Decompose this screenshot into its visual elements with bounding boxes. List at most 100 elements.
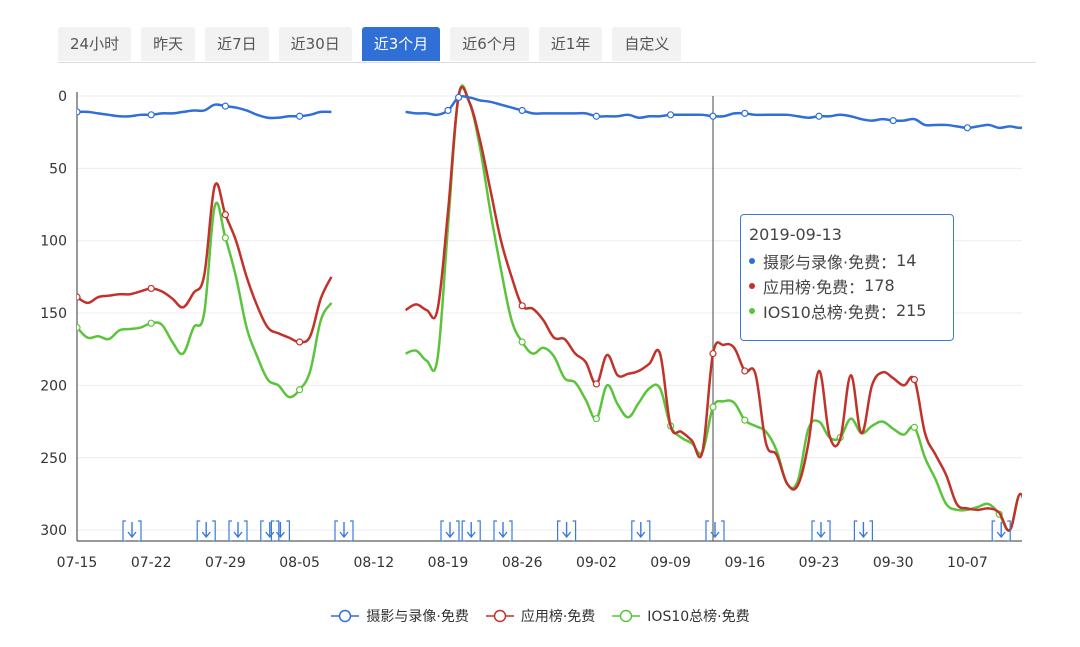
version-update-arrow-icon[interactable] [557, 520, 577, 542]
legend-line-circle-icon [612, 609, 641, 623]
data-point-marker[interactable] [296, 112, 304, 120]
data-point-marker[interactable] [455, 93, 463, 102]
data-point-marker[interactable] [147, 319, 155, 327]
data-point-marker[interactable] [296, 386, 304, 394]
x-tick-label: 08-05 [279, 555, 320, 571]
data-point-marker[interactable] [910, 376, 919, 384]
version-update-arrow-icon[interactable] [122, 520, 142, 542]
y-tick-label: 50 [49, 161, 67, 177]
data-point-marker[interactable] [221, 234, 229, 242]
tab-range-6[interactable]: 近1年 [538, 27, 603, 61]
data-point-marker[interactable] [221, 211, 229, 219]
series-dot-icon [749, 257, 755, 264]
y-tick-label: 300 [40, 523, 67, 539]
data-point-marker[interactable] [592, 112, 601, 120]
chart-tooltip: 2019-09-13 摄影与录像·免费： 14 应用榜·免费： 178 IOS1… [740, 214, 954, 341]
data-point-marker[interactable] [592, 380, 601, 388]
data-point-marker[interactable] [815, 112, 823, 120]
legend-item-2[interactable]: IOS10总榜·免费 [611, 606, 750, 626]
data-point-marker[interactable] [709, 403, 717, 411]
series-dot-icon [749, 307, 755, 314]
x-tick-label: 07-15 [57, 555, 98, 571]
y-tick-label: 100 [40, 234, 67, 250]
series-line-1 [74, 85, 1022, 532]
version-update-arrow-icon[interactable] [991, 520, 1011, 542]
tab-range-0[interactable]: 24小时 [58, 27, 132, 61]
version-update-arrow-icon[interactable] [440, 520, 460, 542]
legend-label: IOS10总榜·免费 [647, 609, 750, 625]
tooltip-date: 2019-09-13 [749, 225, 842, 244]
time-range-tabs: 24小时 昨天 近7日 近30日 近3个月 近6个月 近1年 自定义 [58, 27, 1036, 63]
data-point-marker[interactable] [592, 415, 601, 423]
legend-line-circle-icon [331, 609, 360, 623]
series-line-0 [74, 93, 1022, 132]
tooltip-value: 178 [864, 276, 895, 295]
version-update-arrow-icon[interactable] [270, 520, 290, 542]
y-tick-label: 200 [40, 378, 67, 394]
version-update-arrow-icon[interactable] [631, 520, 651, 542]
version-update-arrow-icon[interactable] [493, 520, 513, 542]
data-point-marker[interactable] [518, 302, 526, 310]
y-tick-label: 0 [58, 89, 67, 105]
x-tick-label: 08-26 [502, 555, 543, 571]
data-point-marker[interactable] [963, 124, 972, 132]
data-point-marker[interactable] [74, 108, 81, 116]
tooltip-row-apps: 应用榜·免费： 178 [749, 273, 945, 298]
data-point-marker[interactable] [296, 338, 304, 346]
series-dot-icon [749, 282, 755, 289]
legend-item-0[interactable]: 摄影与录像·免费 [330, 606, 469, 626]
data-point-marker[interactable] [709, 349, 717, 358]
version-update-arrow-icon[interactable] [811, 520, 831, 542]
data-point-marker[interactable] [741, 416, 749, 424]
rank-line-chart: 0 50 100 150 200 250 300 07-15 07-22 07-29 08-05 08… [40, 84, 1022, 571]
tooltip-row-ios10: IOS10总榜·免费： 215 [749, 298, 945, 323]
tab-range-7[interactable]: 自定义 [612, 27, 682, 61]
tab-range-1[interactable]: 昨天 [141, 27, 196, 61]
data-point-marker[interactable] [444, 106, 452, 115]
legend-line-circle-icon [485, 609, 514, 623]
version-update-arrow-icon[interactable] [260, 520, 280, 542]
data-point-marker[interactable] [147, 111, 155, 119]
data-point-marker[interactable] [221, 102, 229, 110]
x-tick-label: 08-19 [428, 555, 469, 571]
x-tick-label: 09-02 [576, 555, 617, 571]
tab-range-5[interactable]: 近6个月 [450, 27, 529, 61]
x-tick-label: 09-16 [724, 555, 765, 571]
x-tick-label: 07-22 [131, 555, 172, 571]
y-tick-label: 150 [40, 306, 67, 322]
y-tick-label: 250 [40, 451, 67, 467]
tab-range-2[interactable]: 近7日 [205, 27, 269, 61]
data-point-marker[interactable] [147, 284, 155, 293]
data-point-marker[interactable] [741, 367, 749, 375]
tooltip-row-photo: 摄影与录像·免费： 14 [749, 248, 945, 273]
version-update-arrow-icon[interactable] [196, 520, 216, 542]
x-tick-label: 09-23 [799, 555, 840, 571]
x-tick-label: 08-12 [353, 555, 394, 571]
data-point-marker[interactable] [889, 116, 897, 125]
data-point-marker[interactable] [910, 423, 919, 431]
tab-range-3[interactable]: 近30日 [278, 27, 352, 61]
data-point-marker[interactable] [741, 109, 749, 117]
chart-legend: 摄影与录像·免费 应用榜·免费 IOS10总榜·免费 [0, 606, 1080, 626]
tooltip-value: 14 [896, 251, 917, 270]
data-point-marker[interactable] [518, 338, 526, 346]
version-update-arrow-icon[interactable] [228, 520, 248, 542]
data-point-marker[interactable] [74, 293, 81, 301]
version-update-arrow-icon[interactable] [461, 520, 481, 542]
data-point-marker[interactable] [709, 112, 717, 120]
data-point-marker[interactable] [518, 106, 526, 115]
data-point-marker[interactable] [666, 111, 675, 119]
version-update-arrow-icon[interactable] [334, 520, 354, 542]
series-line-2 [74, 84, 1022, 532]
version-update-arrow-icon[interactable] [705, 520, 725, 542]
x-tick-label: 09-30 [873, 555, 914, 571]
tooltip-value: 215 [895, 301, 927, 320]
x-tick-label: 09-09 [650, 555, 691, 571]
legend-label: 摄影与录像·免费 [366, 609, 469, 625]
x-tick-label: 07-29 [205, 555, 246, 571]
tab-range-4[interactable]: 近3个月 [361, 27, 441, 61]
legend-item-1[interactable]: 应用榜·免费 [485, 606, 595, 626]
version-update-arrow-icon[interactable] [853, 520, 873, 542]
data-point-marker[interactable] [74, 323, 81, 332]
legend-label: 应用榜·免费 [520, 609, 596, 625]
